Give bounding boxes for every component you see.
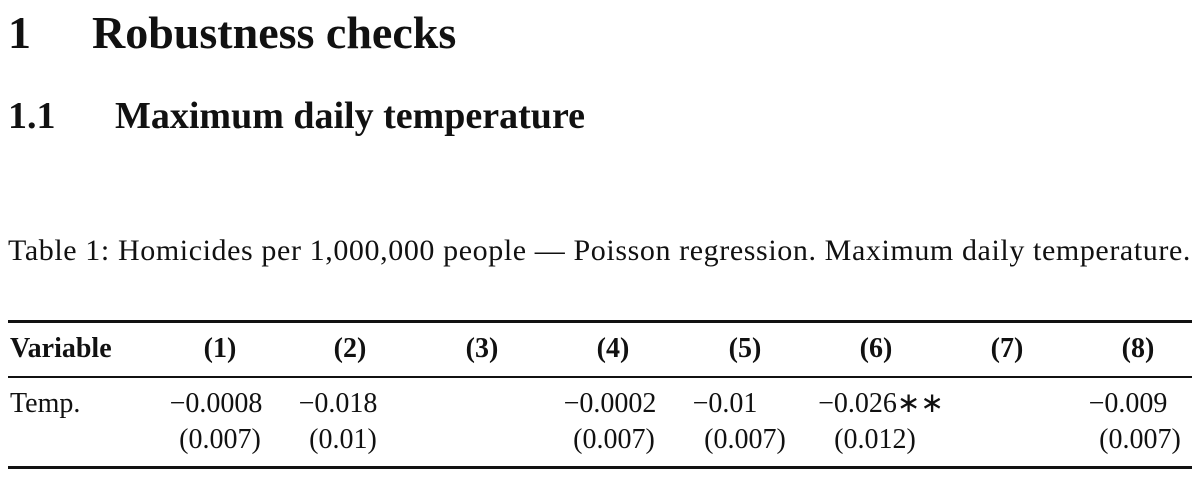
- table-cell: (0.007): [704, 424, 786, 455]
- column-header: (5): [728, 333, 762, 364]
- mid-rule: [8, 376, 1192, 378]
- table-cell: −0.026∗∗: [818, 388, 944, 419]
- table-cell: −0.009: [1088, 388, 1168, 419]
- subsection-number: 1.1: [8, 95, 56, 137]
- table-cell: (0.007): [573, 424, 655, 455]
- bottom-rule: [8, 466, 1192, 469]
- table-cell: −0.0002: [563, 388, 657, 419]
- column-header: (2): [333, 333, 367, 364]
- table-cell: (0.007): [1099, 424, 1181, 455]
- table-cell: (0.012): [834, 424, 916, 455]
- section-title: Robustness checks: [92, 7, 457, 58]
- column-header: (3): [465, 333, 499, 364]
- subsection-title: Maximum daily temperature: [115, 95, 585, 137]
- table-cell: −0.01: [692, 388, 758, 419]
- section-number: 1: [8, 7, 31, 58]
- table-caption: Table 1: Homicides per 1,000,000 people …: [8, 229, 1192, 272]
- table-cell: (0.01): [309, 424, 377, 455]
- table-cell: (0.007): [179, 424, 261, 455]
- column-header: (4): [596, 333, 630, 364]
- column-header: Variable: [10, 333, 112, 364]
- table-cell: −0.018: [298, 388, 378, 419]
- top-rule: [8, 320, 1192, 323]
- table-cell: −0.0008: [169, 388, 263, 419]
- caption-text: Homicides per 1,000,000 people — Poisson…: [117, 234, 1191, 267]
- column-header: (6): [859, 333, 893, 364]
- column-header: (8): [1121, 333, 1155, 364]
- column-header: (1): [203, 333, 237, 364]
- row-label: Temp.: [10, 388, 81, 419]
- column-header: (7): [990, 333, 1024, 364]
- caption-label: Table 1:: [8, 234, 110, 267]
